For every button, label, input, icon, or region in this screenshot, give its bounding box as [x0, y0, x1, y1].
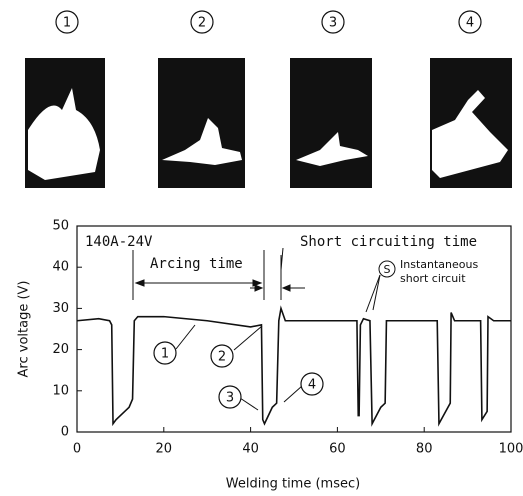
y-axis-title: Arc voltage (V): [17, 281, 32, 378]
x-tick-label: 80: [416, 442, 433, 457]
label-circle: [300, 372, 324, 396]
circled-number: 3: [329, 16, 337, 31]
circled-number: 3: [226, 391, 234, 406]
circled-number: 1: [161, 347, 169, 362]
point-labels: 1 2 3 4: [153, 341, 324, 409]
photo-blob: [296, 132, 368, 166]
x-tick-label: 60: [329, 442, 346, 457]
label-circle: [210, 344, 234, 368]
photo-labels: 1 2 3 4: [55, 10, 482, 34]
label-circle: [458, 10, 482, 34]
condition-label: 140A-24V: [85, 234, 153, 250]
photo: [290, 58, 372, 188]
x-axis-title: Welding time (msec): [226, 477, 360, 492]
x-tick-label: 0: [73, 442, 81, 457]
x-tick-label: 20: [156, 442, 173, 457]
label-circle: [55, 10, 79, 34]
s-label: S: [384, 263, 391, 276]
plot-frame: [76, 225, 512, 433]
y-tick-label: 40: [52, 260, 69, 275]
y-tick-label: 30: [52, 301, 69, 316]
label-circle: [153, 341, 177, 365]
instant-label: short circuit: [400, 272, 466, 285]
circled-number: 2: [218, 350, 226, 365]
label-circle: [321, 10, 345, 34]
voltage-line: [76, 305, 511, 427]
photo: [158, 58, 245, 188]
x-tick-label: 40: [242, 442, 259, 457]
circled-number: 2: [198, 16, 206, 31]
s-circle: [378, 260, 396, 278]
circled-number: 4: [308, 378, 316, 393]
x-tick-label: 100: [499, 442, 523, 457]
photo-blob: [162, 118, 242, 165]
y-tick-label: 50: [52, 219, 69, 234]
circled-number: 4: [466, 16, 474, 31]
label-circle: [190, 10, 214, 34]
annotation-lines: [132, 247, 381, 411]
photo-blob: [432, 90, 508, 178]
circled-number: 1: [63, 16, 71, 31]
short-label: Short circuiting time: [300, 234, 477, 250]
y-tick-label: 0: [61, 425, 69, 440]
instant-label: Instantaneous: [400, 258, 478, 271]
y-tick-label: 10: [52, 383, 69, 398]
arcing-label: Arcing time: [150, 256, 243, 272]
label-circle: [218, 385, 242, 409]
photos: [25, 58, 512, 188]
photo-blob: [28, 88, 100, 180]
y-tick-label: 20: [52, 342, 69, 357]
